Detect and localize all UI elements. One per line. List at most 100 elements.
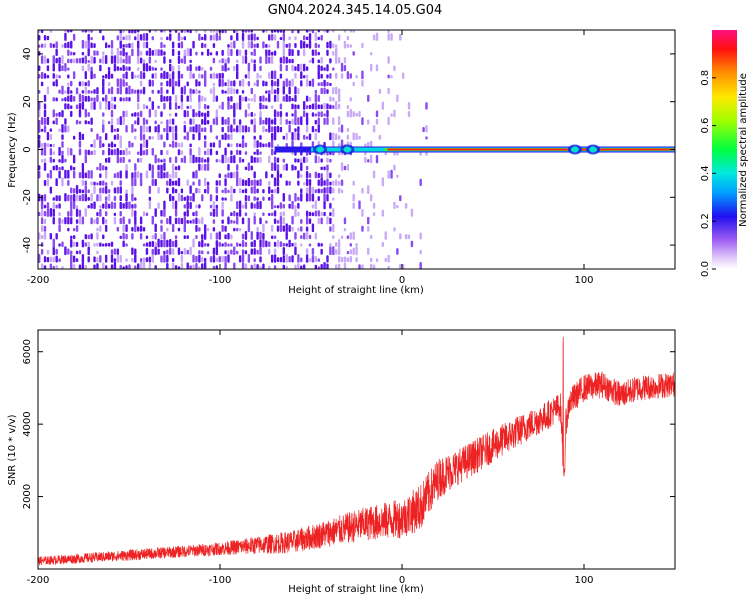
noise-cell	[52, 208, 55, 217]
noise-cell	[137, 93, 140, 103]
snr-x-axis-label: Height of straight line (km)	[288, 584, 424, 595]
noise-cell	[209, 211, 213, 217]
noise-cell	[256, 43, 259, 48]
noise-cell	[215, 51, 219, 56]
noise-cell	[288, 180, 291, 186]
noise-cell	[346, 127, 350, 132]
noise-cell	[160, 234, 163, 240]
noise-cell	[81, 65, 85, 72]
noise-cell	[186, 30, 189, 33]
noise-cell	[326, 49, 329, 56]
noise-cell	[201, 216, 204, 225]
noise-cell	[72, 154, 76, 164]
spectrogram-y-tick-label: 40	[22, 48, 33, 61]
noise-cell	[169, 157, 172, 163]
noise-cell	[259, 231, 262, 240]
noise-cell	[142, 63, 146, 72]
noise-cell	[61, 265, 64, 269]
noise-cell	[332, 87, 335, 95]
noise-cell	[323, 166, 326, 171]
noise-cell	[323, 211, 326, 217]
noise-cell	[139, 57, 143, 64]
noise-cell	[297, 158, 300, 163]
noise-cell	[90, 55, 93, 64]
noise-cell	[378, 88, 382, 94]
noise-cell	[174, 188, 178, 194]
noise-cell	[139, 34, 143, 41]
noise-cell	[227, 232, 230, 240]
noise-cell	[67, 103, 70, 110]
noise-cell	[337, 93, 341, 103]
noise-cell	[203, 159, 207, 163]
noise-cell	[244, 231, 248, 240]
noise-cell	[110, 49, 114, 56]
noise-cell	[145, 148, 149, 156]
noise-cell	[104, 73, 108, 79]
noise-cell	[67, 58, 70, 64]
noise-cell	[250, 30, 253, 33]
noise-cell	[218, 256, 221, 263]
noise-cell	[81, 179, 85, 186]
noise-cell	[160, 42, 163, 49]
noise-cell	[46, 131, 50, 141]
noise-cell	[291, 226, 294, 232]
noise-cell	[81, 52, 85, 56]
noise-cell	[192, 133, 195, 141]
noise-cell	[247, 71, 251, 80]
noise-cell	[102, 262, 105, 269]
noise-cell	[78, 195, 82, 202]
noise-cell	[125, 96, 128, 102]
noise-cell	[343, 64, 347, 72]
noise-cell	[186, 235, 189, 240]
noise-cell	[75, 219, 79, 224]
noise-cell	[87, 90, 90, 94]
noise-cell	[227, 254, 230, 263]
noise-cell	[203, 103, 207, 110]
noise-cell	[343, 228, 347, 232]
noise-cell	[314, 119, 318, 125]
noise-cell	[64, 103, 67, 110]
noise-cell	[154, 246, 157, 256]
noise-cell	[326, 81, 329, 87]
noise-cell	[317, 44, 320, 48]
noise-cell	[70, 235, 73, 239]
noise-cell	[323, 30, 326, 33]
noise-cell	[55, 178, 58, 187]
noise-cell	[192, 219, 195, 224]
noise-cell	[387, 33, 390, 41]
noise-cell	[346, 257, 350, 263]
noise-cell	[288, 194, 291, 202]
noise-cell	[163, 158, 166, 163]
noise-cell	[230, 124, 233, 133]
noise-cell	[195, 262, 198, 269]
noise-cell	[273, 205, 277, 209]
noise-cell	[244, 125, 248, 133]
noise-cell	[305, 112, 309, 117]
noise-cell	[288, 256, 291, 263]
noise-cell	[247, 40, 251, 49]
noise-cell	[128, 34, 131, 41]
noise-cell	[294, 208, 297, 217]
noise-cell	[305, 210, 309, 217]
noise-cell	[119, 78, 122, 87]
noise-cell	[221, 65, 224, 72]
noise-cell	[352, 193, 355, 202]
noise-cell	[244, 250, 248, 255]
noise-cell	[166, 254, 169, 263]
noise-cell	[259, 239, 262, 248]
noise-cell	[218, 139, 221, 148]
noise-cell	[262, 223, 265, 233]
noise-cell	[93, 97, 96, 102]
noise-cell	[116, 254, 120, 263]
noise-cell	[378, 134, 382, 140]
noise-cell	[276, 40, 280, 49]
noise-cell	[305, 30, 309, 33]
noise-cell	[125, 71, 128, 80]
noise-cell	[288, 36, 291, 41]
noise-cell	[192, 118, 195, 125]
noise-cell	[323, 117, 326, 125]
noise-cell	[139, 177, 143, 187]
noise-cell	[96, 211, 99, 217]
